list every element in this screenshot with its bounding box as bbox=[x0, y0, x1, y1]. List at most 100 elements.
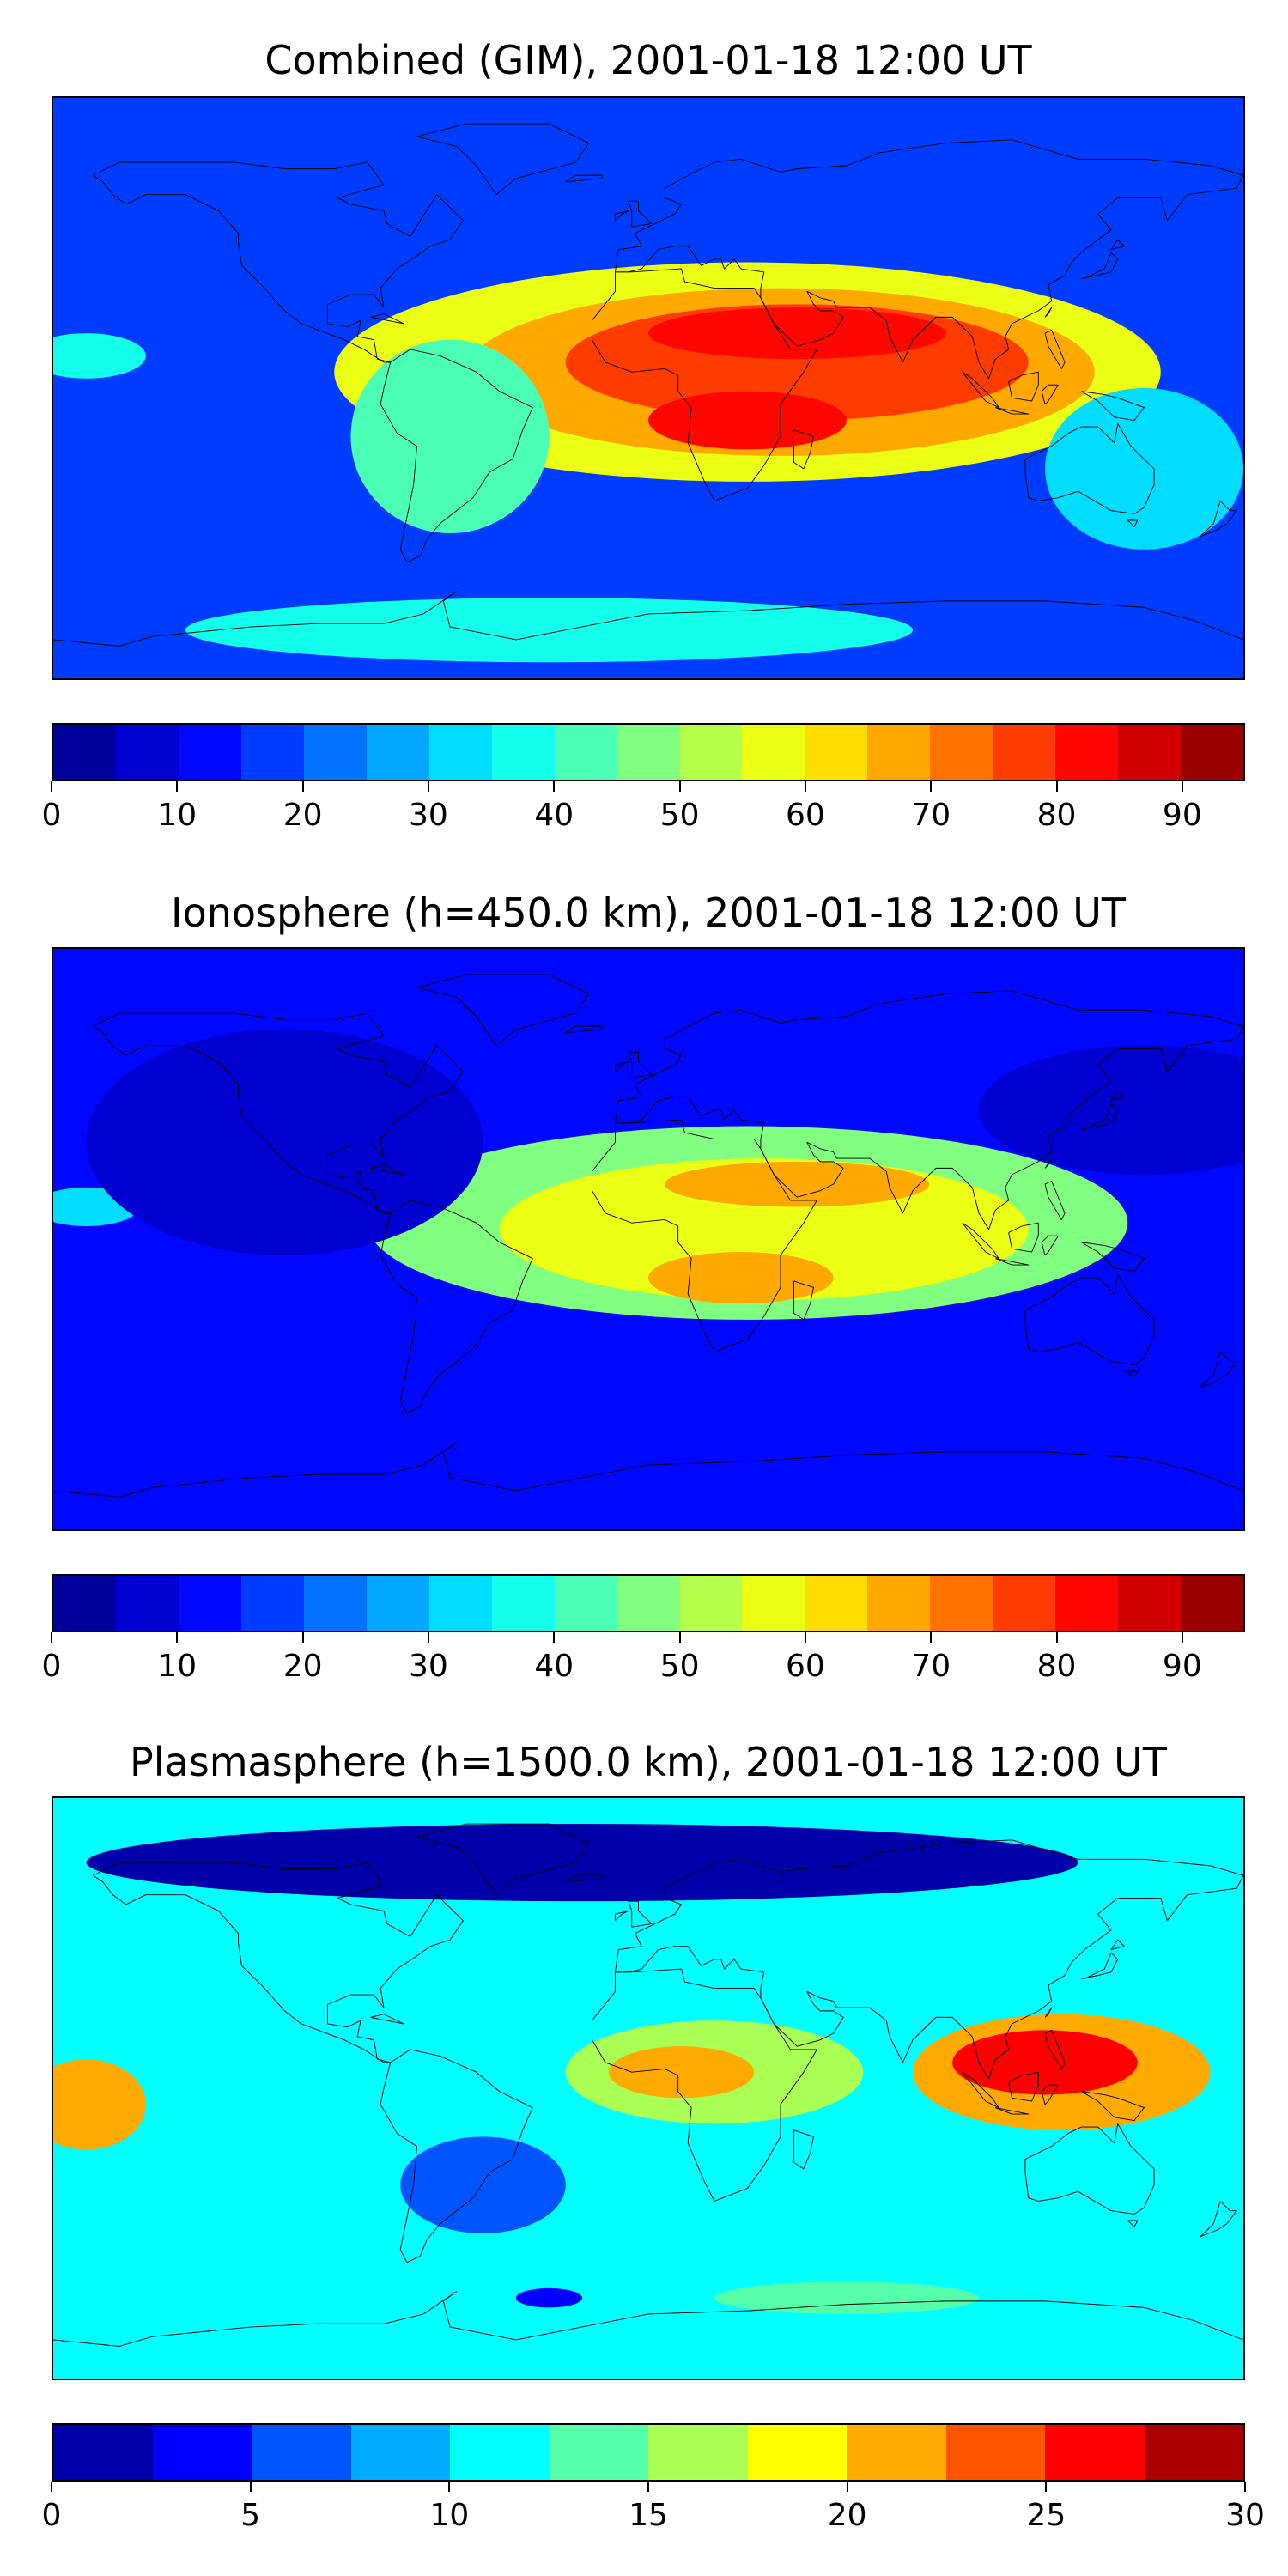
tick-label: 40 bbox=[534, 1649, 574, 1684]
map-svg bbox=[53, 1798, 1243, 2379]
coastline bbox=[1042, 1236, 1058, 1255]
colorbar-segment bbox=[1118, 725, 1182, 780]
colorbar-segment bbox=[303, 725, 367, 780]
colorbar-segment bbox=[993, 725, 1056, 780]
plasmasphere-panel: Plasmasphere (h=1500.0 km), 2001-01-18 1… bbox=[0, 1700, 1288, 2576]
tick-label: 10 bbox=[429, 2498, 470, 2533]
ionosphere-tec-map bbox=[52, 947, 1245, 1531]
coastline bbox=[616, 991, 1244, 1230]
tick-label: 30 bbox=[409, 798, 448, 833]
tec-contour-region bbox=[86, 1824, 1078, 1902]
coastline bbox=[629, 201, 652, 227]
coastline bbox=[1045, 2030, 1065, 2069]
colorbar-segment bbox=[617, 1576, 680, 1631]
colorbar-segment bbox=[945, 2425, 1045, 2480]
coastline bbox=[1045, 307, 1052, 317]
coastline bbox=[1200, 501, 1236, 536]
coastline bbox=[629, 1901, 652, 1927]
coastline bbox=[1045, 1158, 1052, 1168]
coastline bbox=[380, 1200, 532, 1413]
tec-contour-region bbox=[648, 307, 946, 360]
colorbar-segment bbox=[491, 1576, 555, 1631]
tick-label: 0 bbox=[41, 798, 62, 833]
coastline bbox=[1042, 2085, 1058, 2105]
combined-tec-map bbox=[52, 96, 1245, 680]
tick-mark bbox=[51, 2482, 52, 2492]
coastline bbox=[93, 1862, 463, 2063]
coastline bbox=[53, 592, 1243, 647]
tick-mark bbox=[553, 1632, 556, 1643]
colorbar-segment bbox=[930, 725, 993, 780]
colorbar-ticks: 0 10 20 30 40 50 60 70 80 90 bbox=[42, 781, 1245, 833]
map-svg bbox=[53, 98, 1243, 678]
tick-label: 80 bbox=[1036, 1649, 1077, 1684]
coastline bbox=[1081, 252, 1117, 278]
tick-label: 10 bbox=[157, 1649, 197, 1684]
coastline bbox=[417, 1824, 589, 1895]
colorbar-segment bbox=[53, 725, 116, 780]
colorbar-segment bbox=[366, 725, 429, 780]
tec-contour-region bbox=[648, 1252, 834, 1304]
tec-contour-region bbox=[1045, 388, 1243, 550]
coastline bbox=[1081, 392, 1144, 421]
colorbar-segment bbox=[152, 2425, 252, 2480]
colorbar-segment bbox=[1055, 725, 1119, 780]
coastline bbox=[1127, 2221, 1138, 2227]
coastline bbox=[566, 1875, 602, 1882]
tick-label: 0 bbox=[41, 2498, 62, 2533]
coastline bbox=[1081, 2092, 1144, 2121]
tick-label: 20 bbox=[283, 1649, 323, 1684]
colorbar bbox=[52, 2423, 1245, 2482]
tick-label: 40 bbox=[534, 798, 574, 833]
tick-mark bbox=[678, 781, 681, 792]
tick-label: 5 bbox=[240, 2498, 261, 2533]
tick-mark bbox=[51, 1632, 52, 1643]
coastline bbox=[616, 1840, 1244, 2079]
colorbar-segment bbox=[805, 1576, 868, 1631]
colorbar-segment bbox=[1144, 2425, 1243, 2480]
panel-title: Combined (GIM), 2001-01-18 12:00 UT bbox=[264, 37, 1032, 83]
tick-label: 50 bbox=[659, 798, 700, 833]
tec-contour-region bbox=[608, 2046, 755, 2099]
coastline bbox=[1081, 1953, 1117, 1978]
colorbar-segment bbox=[554, 1576, 617, 1631]
tick-label: 60 bbox=[785, 1649, 825, 1684]
tec-contour-region bbox=[53, 2059, 146, 2150]
coastline bbox=[1127, 520, 1138, 527]
colorbar-segment bbox=[428, 725, 492, 780]
colorbar-segment bbox=[450, 2425, 550, 2480]
tick-mark bbox=[427, 1632, 429, 1643]
tick-label: 90 bbox=[1162, 798, 1202, 833]
tick-mark bbox=[1244, 2482, 1246, 2492]
tick-mark bbox=[1055, 1632, 1058, 1643]
tick-label: 60 bbox=[785, 798, 825, 833]
coastline bbox=[53, 1443, 1243, 1498]
tick-mark bbox=[930, 781, 933, 792]
colorbar-segment bbox=[805, 725, 868, 780]
field-layer bbox=[53, 949, 1243, 1529]
tick-label: 10 bbox=[157, 798, 197, 833]
coastline bbox=[93, 1013, 463, 1213]
tick-mark bbox=[804, 1632, 806, 1643]
panel-title: Ionosphere (h=450.0 km), 2001-01-18 12:0… bbox=[171, 890, 1126, 936]
colorbar-segment bbox=[867, 1576, 931, 1631]
colorbar-segment bbox=[303, 1576, 367, 1631]
colorbar-segment bbox=[428, 1576, 492, 1631]
coastline bbox=[380, 349, 532, 562]
colorbar-segment bbox=[178, 725, 241, 780]
coastline bbox=[616, 140, 1244, 379]
map-svg bbox=[53, 949, 1243, 1529]
coastline bbox=[629, 1052, 652, 1078]
tick-mark bbox=[804, 781, 806, 792]
colorbar-segment bbox=[742, 725, 805, 780]
colorbar-segment bbox=[742, 1576, 805, 1631]
coastline bbox=[1111, 240, 1124, 249]
tec-contour-region bbox=[185, 598, 913, 663]
coastline bbox=[592, 1969, 817, 2201]
colorbar-segment bbox=[747, 2425, 847, 2480]
coastline bbox=[1025, 423, 1154, 513]
coastline bbox=[616, 1911, 629, 1920]
tec-contour-region bbox=[952, 2030, 1138, 2095]
tick-mark bbox=[249, 2482, 252, 2492]
tick-mark bbox=[176, 1632, 179, 1643]
